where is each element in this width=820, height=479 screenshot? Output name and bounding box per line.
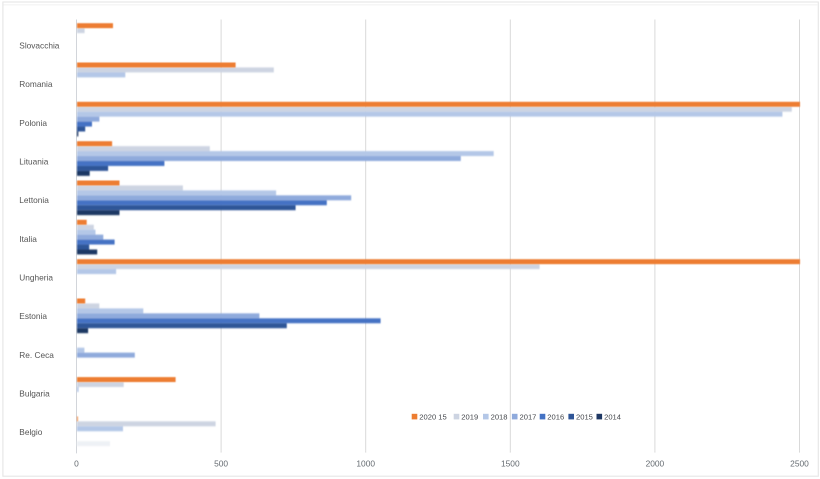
- svg-text:2020 15: 2020 15: [419, 412, 446, 421]
- svg-text:Estonia: Estonia: [19, 311, 47, 321]
- svg-text:Belgio: Belgio: [19, 427, 42, 437]
- svg-text:2015: 2015: [576, 412, 593, 421]
- svg-text:1500: 1500: [501, 459, 520, 469]
- svg-text:Re. Ceca: Re. Ceca: [19, 350, 54, 360]
- svg-text:2018: 2018: [491, 412, 508, 421]
- svg-text:2016: 2016: [547, 412, 564, 421]
- svg-text:2017: 2017: [520, 412, 537, 421]
- svg-text:2014: 2014: [604, 412, 621, 421]
- svg-text:Ungheria: Ungheria: [19, 273, 53, 283]
- svg-text:Italia: Italia: [19, 234, 37, 244]
- svg-text:2000: 2000: [646, 459, 665, 469]
- svg-text:Polonia: Polonia: [19, 118, 47, 128]
- svg-text:Bulgaria: Bulgaria: [19, 388, 50, 398]
- svg-text:2019: 2019: [461, 412, 478, 421]
- svg-text:500: 500: [214, 459, 228, 469]
- svg-text:1000: 1000: [356, 459, 375, 469]
- svg-text:2500: 2500: [790, 459, 809, 469]
- svg-text:0: 0: [74, 459, 79, 469]
- svg-text:Slovacchia: Slovacchia: [19, 41, 60, 51]
- svg-text:Lituania: Lituania: [19, 157, 48, 167]
- svg-text:Romania: Romania: [19, 79, 53, 89]
- svg-text:Lettonia: Lettonia: [19, 195, 49, 205]
